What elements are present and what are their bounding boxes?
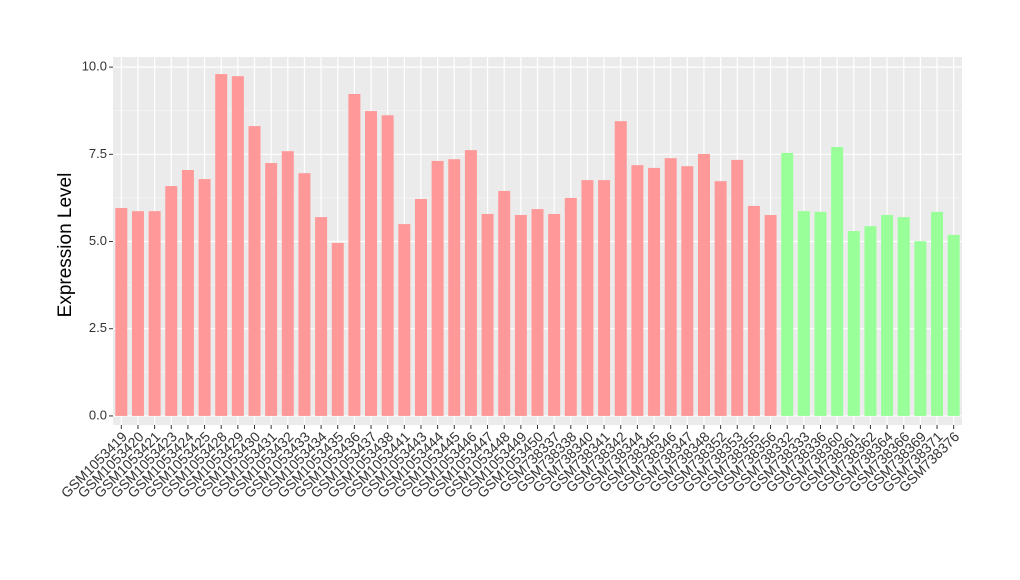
bar bbox=[831, 146, 844, 416]
bar bbox=[614, 121, 627, 416]
bar bbox=[897, 217, 910, 416]
bar bbox=[315, 217, 328, 416]
bar bbox=[181, 170, 194, 416]
y-tick-label: 0.0 bbox=[89, 407, 107, 422]
bar bbox=[381, 115, 394, 416]
bar bbox=[564, 197, 577, 416]
bar bbox=[331, 242, 344, 416]
bar bbox=[115, 208, 128, 416]
bar bbox=[131, 211, 144, 416]
bar bbox=[531, 209, 544, 416]
bar bbox=[348, 93, 361, 416]
bar bbox=[198, 179, 211, 416]
bar bbox=[448, 159, 461, 416]
bar bbox=[598, 180, 611, 416]
bar bbox=[248, 126, 261, 416]
y-tick-label: 7.5 bbox=[89, 146, 107, 161]
bar bbox=[298, 173, 311, 416]
bar bbox=[481, 213, 494, 416]
bar bbox=[947, 234, 960, 416]
bar bbox=[731, 159, 744, 416]
bar bbox=[714, 181, 727, 416]
bar bbox=[365, 111, 378, 416]
bar bbox=[648, 167, 661, 416]
bar bbox=[664, 158, 677, 416]
y-tick-label: 10.0 bbox=[82, 59, 107, 74]
bar bbox=[797, 211, 810, 416]
bar bbox=[747, 205, 760, 416]
bar bbox=[814, 211, 827, 416]
y-axis-title: Expression Level bbox=[55, 173, 76, 318]
bar bbox=[581, 180, 594, 416]
bar bbox=[431, 160, 444, 416]
bar bbox=[414, 198, 427, 416]
bar bbox=[631, 165, 644, 416]
bar bbox=[881, 215, 894, 416]
bar bbox=[281, 151, 294, 416]
bar bbox=[464, 150, 477, 416]
bar bbox=[514, 215, 527, 416]
bar bbox=[498, 190, 511, 416]
bar bbox=[231, 76, 244, 416]
bar bbox=[265, 163, 278, 416]
bar bbox=[697, 153, 710, 416]
bar bbox=[914, 241, 927, 416]
bar bbox=[215, 74, 228, 416]
y-tick-label: 5.0 bbox=[89, 233, 107, 248]
y-tick-label: 2.5 bbox=[89, 320, 107, 335]
bar bbox=[548, 213, 561, 416]
bar bbox=[398, 224, 411, 416]
bar bbox=[847, 231, 860, 416]
bar bbox=[165, 186, 178, 416]
bar bbox=[931, 211, 944, 416]
bar bbox=[781, 152, 794, 416]
bar bbox=[681, 166, 694, 416]
bar bbox=[764, 215, 777, 416]
bar bbox=[148, 211, 161, 416]
bar bbox=[864, 226, 877, 416]
